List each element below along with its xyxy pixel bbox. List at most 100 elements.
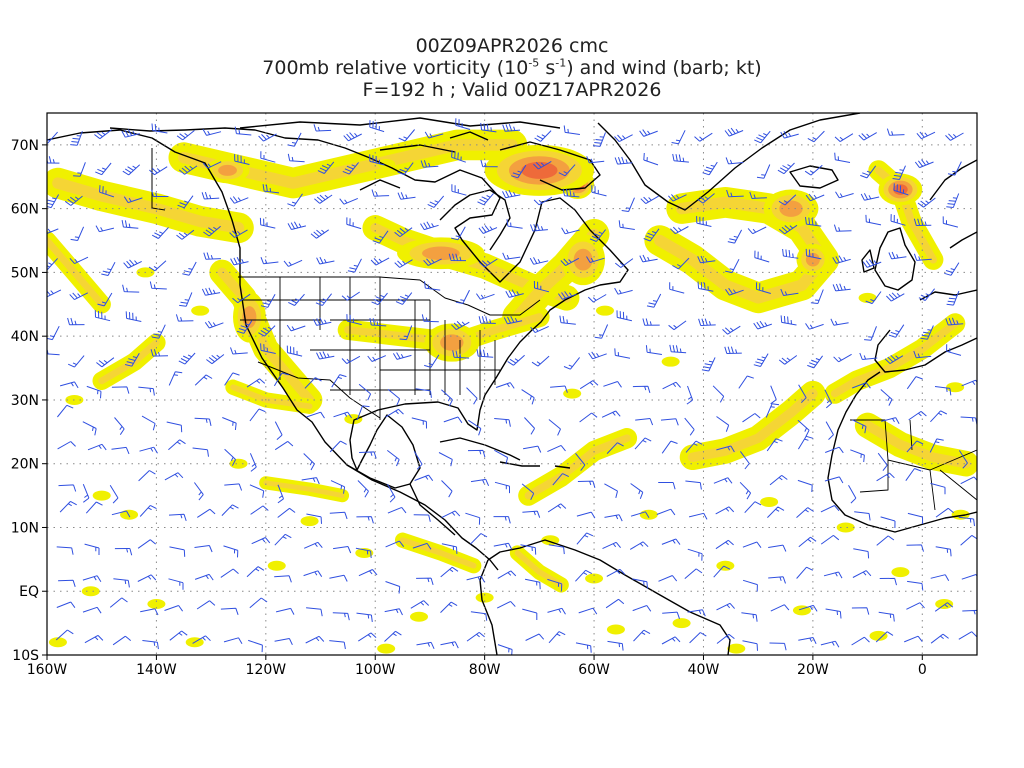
wind-barb <box>562 188 580 198</box>
wind-barb <box>614 156 633 165</box>
wind-barb <box>394 259 413 268</box>
wind-barb <box>669 344 687 354</box>
wind-barb <box>778 224 798 235</box>
lon-tick-label: 100W <box>355 662 396 678</box>
wind-barb <box>697 193 715 204</box>
wind-barb <box>494 418 511 427</box>
wind-barb <box>82 575 102 582</box>
africa-borders <box>850 419 977 511</box>
wind-barb <box>398 129 415 142</box>
wind-barb <box>168 371 183 386</box>
wind-barb <box>935 546 952 557</box>
wind-barb <box>367 355 386 362</box>
wind-barb <box>810 289 824 304</box>
wind-barb <box>164 472 184 481</box>
wind-barb <box>194 573 214 581</box>
coastline-british-isles <box>861 227 916 291</box>
wind-barb <box>274 421 283 440</box>
wind-barb <box>312 317 332 326</box>
wind-barb <box>960 416 977 425</box>
lat-tick-label: 60N <box>11 202 39 218</box>
wind-barb <box>876 535 895 546</box>
wind-barb <box>440 566 459 578</box>
wind-barb <box>94 129 113 140</box>
vorticity-speck <box>869 630 888 641</box>
wind-barb <box>477 193 494 206</box>
wind-barb <box>662 611 680 619</box>
wind-barb <box>47 156 60 164</box>
wind-barb <box>415 388 432 398</box>
wind-barb <box>142 640 159 650</box>
wind-barb <box>385 408 404 418</box>
wind-barb <box>694 132 713 142</box>
wind-barb <box>930 410 948 423</box>
wind-barb <box>229 196 249 204</box>
vorticity-band-core <box>217 267 315 405</box>
vorticity-speck <box>946 382 965 393</box>
wind-barb <box>202 161 222 169</box>
wind-barb <box>179 292 193 307</box>
wind-barb <box>824 389 833 409</box>
wind-barb <box>466 631 485 642</box>
wind-barb <box>888 251 907 260</box>
wind-barb <box>137 574 157 582</box>
wind-barb <box>725 258 740 274</box>
wind-barb <box>466 387 478 405</box>
wind-barb <box>715 506 735 515</box>
wind-barb <box>529 257 549 265</box>
wind-barb <box>59 381 79 389</box>
wind-barb <box>330 480 346 494</box>
wind-barb <box>67 355 85 368</box>
wind-barb <box>607 640 624 651</box>
wind-barb <box>523 445 542 453</box>
wind-barb <box>588 351 607 360</box>
wind-barb <box>586 256 605 263</box>
wind-barb <box>494 449 509 465</box>
wind-barb <box>287 221 307 230</box>
vorticity-band-core <box>830 319 959 398</box>
wind-barb <box>960 534 977 546</box>
wind-barb <box>916 131 936 140</box>
wind-barb <box>356 612 373 622</box>
wind-barb <box>632 605 652 612</box>
wind-barb <box>548 631 566 644</box>
vorticity-speck <box>410 611 428 622</box>
wind-barb <box>441 480 453 498</box>
wind-barb <box>945 132 964 141</box>
wind-barb <box>805 217 822 227</box>
wind-barb <box>339 197 358 205</box>
wind-barb <box>906 602 925 610</box>
lat-tick-label: 40N <box>11 329 39 345</box>
us-canada-border <box>238 276 541 316</box>
wind-barb <box>70 226 85 241</box>
wind-barb <box>917 197 936 208</box>
wind-barb <box>575 569 593 582</box>
wind-barb <box>777 162 795 175</box>
wind-barb <box>416 577 434 586</box>
wind-barb <box>634 437 652 450</box>
wind-barb <box>286 324 306 332</box>
wind-barb <box>823 571 843 579</box>
coastline-cuba <box>439 437 571 469</box>
wind-barb <box>317 161 335 174</box>
wind-barb <box>930 482 946 495</box>
wind-barb <box>125 311 142 322</box>
title-run: s <box>539 57 556 79</box>
wind-barb <box>798 637 817 645</box>
wind-barb <box>478 225 498 234</box>
wind-barb <box>798 536 817 548</box>
wind-barb <box>726 189 744 198</box>
wind-barb <box>369 154 385 166</box>
wind-barb <box>768 576 786 584</box>
wind-barb <box>358 632 377 642</box>
wind-barb <box>371 292 388 306</box>
wind-barb <box>369 318 387 327</box>
wind-barb <box>669 282 685 294</box>
wind-barb <box>137 539 157 549</box>
map-frame <box>46 112 978 656</box>
wind-barb <box>47 258 58 270</box>
wind-barb <box>109 484 119 504</box>
wind-barb <box>832 255 851 264</box>
wind-barb <box>697 281 714 292</box>
